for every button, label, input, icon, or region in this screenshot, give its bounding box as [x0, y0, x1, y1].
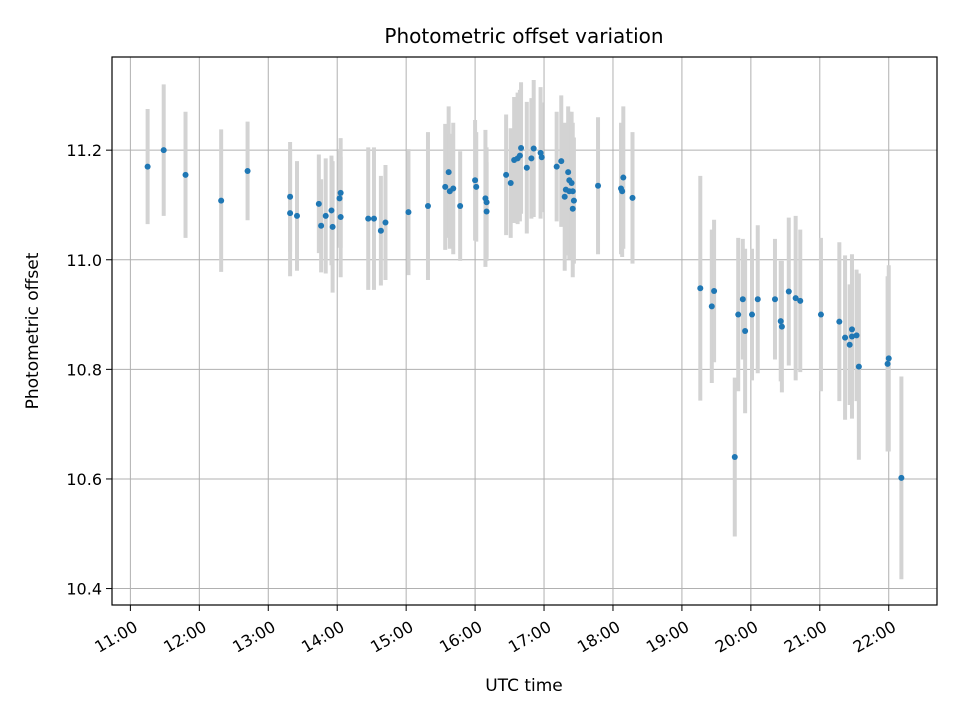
data-point [570, 197, 577, 204]
data-point [754, 296, 761, 303]
data-point [742, 328, 749, 334]
data-point [735, 311, 742, 318]
data-point [160, 147, 167, 154]
data-point [365, 215, 372, 222]
data-point [855, 363, 862, 370]
data-point [619, 188, 626, 195]
data-point [293, 212, 300, 219]
data-point [472, 177, 479, 184]
data-point [457, 203, 464, 210]
data-point [778, 323, 785, 330]
data-point [218, 197, 225, 204]
data-point [561, 193, 568, 200]
y-axis-title: Photometric offset [23, 252, 43, 409]
x-axis-title: UTC time [485, 676, 563, 696]
data-point [405, 209, 412, 216]
data-point [507, 180, 514, 187]
data-point [322, 212, 329, 219]
data-point [836, 318, 843, 325]
data-point [620, 174, 627, 181]
data-point [528, 155, 535, 162]
point-layer [144, 144, 905, 481]
data-point [450, 185, 457, 192]
data-point [885, 355, 892, 362]
data-point [731, 454, 738, 461]
data-point [377, 227, 384, 234]
data-point [182, 171, 189, 178]
data-point [777, 318, 784, 325]
data-point [569, 205, 576, 212]
data-point [315, 200, 322, 207]
data-point [382, 219, 389, 226]
data-point [792, 295, 799, 302]
data-point [848, 333, 855, 340]
data-point [848, 326, 855, 333]
y-tick-label: 10.6 [66, 470, 102, 489]
y-axis: 10.4 10.6 10.8 11.0 11.2 [66, 141, 112, 599]
data-point [329, 223, 336, 230]
data-point [595, 182, 602, 189]
data-point [629, 194, 636, 201]
data-point [503, 171, 510, 178]
data-point [898, 474, 905, 481]
data-point [697, 285, 704, 292]
data-point [473, 183, 480, 190]
data-point [523, 164, 530, 171]
data-point [884, 360, 891, 367]
data-point [711, 287, 718, 294]
y-tick-label: 11.0 [66, 251, 102, 270]
data-point [483, 199, 490, 206]
data-point [817, 311, 824, 318]
data-point [565, 169, 572, 176]
data-point [328, 207, 335, 214]
data-point [336, 195, 343, 202]
data-point [553, 163, 560, 170]
plot-frame [111, 56, 938, 606]
data-point [558, 158, 565, 165]
data-point [445, 169, 452, 176]
data-point [287, 210, 294, 217]
data-point [318, 222, 325, 229]
data-point [370, 215, 377, 222]
data-point [739, 296, 746, 303]
data-point [846, 341, 853, 348]
data-point [785, 288, 792, 295]
y-tick-label: 11.2 [66, 141, 102, 160]
data-point [842, 334, 849, 341]
data-point [538, 154, 545, 161]
data-point [568, 180, 575, 187]
data-point [483, 208, 490, 215]
data-point [516, 152, 523, 159]
data-point [749, 311, 756, 318]
data-point [287, 193, 294, 200]
data-point [244, 167, 251, 174]
data-point [424, 203, 431, 210]
data-point [797, 297, 804, 304]
chart-title: Photometric offset variation [384, 24, 663, 48]
data-point [771, 296, 778, 303]
data-point [337, 189, 344, 196]
data-point [853, 332, 860, 339]
data-point [144, 163, 151, 170]
data-point [569, 188, 576, 195]
y-tick-label: 10.8 [66, 360, 102, 379]
data-point [530, 145, 537, 152]
y-tick-label: 10.4 [66, 580, 102, 599]
data-point [708, 303, 715, 310]
data-point [518, 144, 525, 151]
data-point [442, 183, 449, 190]
data-point [337, 214, 344, 221]
